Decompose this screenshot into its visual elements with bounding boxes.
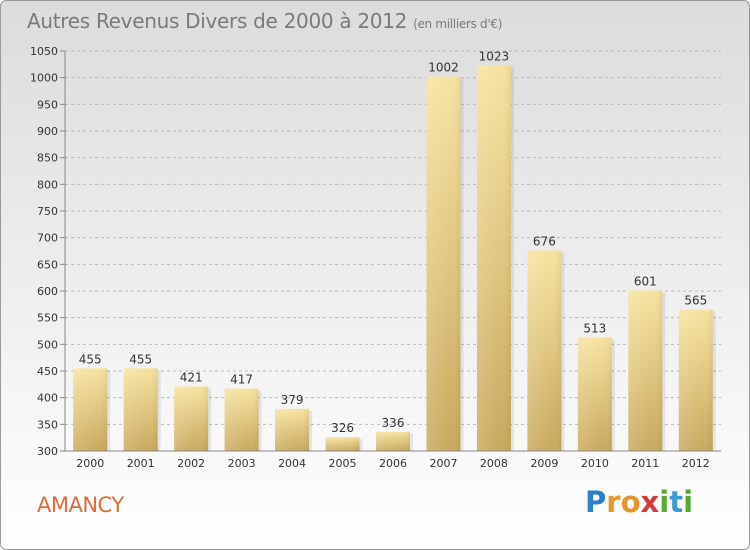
bars bbox=[73, 65, 716, 452]
logo-letter: i bbox=[683, 485, 694, 519]
chart-title-text: Autres Revenus Divers de 2000 à 2012 bbox=[27, 9, 408, 33]
bar-highlight bbox=[527, 250, 562, 451]
data-label: 455 bbox=[79, 352, 102, 366]
bar bbox=[628, 290, 666, 451]
bar-highlight bbox=[73, 368, 108, 451]
bar bbox=[174, 386, 212, 451]
bar-highlight bbox=[426, 76, 461, 451]
x-axis-ticks: 2000 2001 2002 2003 2004 2005 2006 2007 2008 2009… bbox=[65, 450, 721, 470]
bar bbox=[224, 388, 262, 451]
data-label: 326 bbox=[331, 421, 354, 435]
bar bbox=[73, 368, 111, 451]
y-tick-label: 900 bbox=[37, 125, 58, 138]
chart-title: Autres Revenus Divers de 2000 à 2012 (en … bbox=[27, 9, 502, 33]
data-label: 601 bbox=[634, 274, 657, 288]
x-tick-label: 2009 bbox=[530, 457, 558, 470]
proxiti-logo: Proxiti bbox=[585, 485, 693, 519]
bar bbox=[577, 337, 615, 451]
x-tick-label: 2002 bbox=[177, 457, 205, 470]
y-tick-label: 500 bbox=[37, 338, 58, 351]
bar-highlight bbox=[577, 337, 612, 451]
y-tick-label: 1000 bbox=[30, 72, 58, 85]
bar-highlight bbox=[325, 437, 360, 451]
logo-letter: x bbox=[640, 485, 660, 519]
y-tick-label: 700 bbox=[37, 232, 58, 245]
y-tick-label: 1050 bbox=[30, 45, 58, 58]
bar bbox=[678, 309, 716, 451]
y-tick-label: 550 bbox=[37, 312, 58, 325]
y-tick-label: 400 bbox=[37, 392, 58, 405]
y-axis-ticks: 300 350 400 450 500 550 600 650 700 750 800 850 900 9… bbox=[30, 45, 66, 458]
x-tick-label: 2011 bbox=[631, 457, 659, 470]
logo-letter: r bbox=[606, 485, 621, 519]
x-tick-label: 2012 bbox=[682, 457, 710, 470]
bar bbox=[123, 368, 161, 451]
x-tick-label: 2008 bbox=[480, 457, 508, 470]
bar-highlight bbox=[123, 368, 158, 451]
data-label: 513 bbox=[583, 321, 606, 335]
y-tick-label: 300 bbox=[37, 445, 58, 458]
x-tick-label: 2000 bbox=[76, 457, 104, 470]
data-label: 676 bbox=[533, 234, 556, 248]
x-tick-label: 2004 bbox=[278, 457, 306, 470]
y-tick-label: 800 bbox=[37, 178, 58, 191]
bar-highlight bbox=[224, 388, 259, 451]
y-tick-label: 450 bbox=[37, 365, 58, 378]
x-tick-label: 2010 bbox=[581, 457, 609, 470]
x-tick-label: 2006 bbox=[379, 457, 407, 470]
y-tick-label: 650 bbox=[37, 258, 58, 271]
bar bbox=[476, 65, 514, 452]
data-labels: 455 455 421 417 379 326 336 1002 1023 676 513 601 56… bbox=[79, 49, 707, 435]
data-label: 336 bbox=[382, 416, 405, 430]
bar bbox=[527, 250, 565, 451]
bar bbox=[275, 408, 313, 451]
unit-note: (en milliers d'€) bbox=[413, 17, 503, 31]
data-label: 565 bbox=[684, 294, 707, 308]
y-tick-label: 850 bbox=[37, 152, 58, 165]
x-tick-label: 2005 bbox=[329, 457, 357, 470]
data-label: 455 bbox=[129, 352, 152, 366]
y-tick-label: 750 bbox=[37, 205, 58, 218]
commune-name: AMANCY bbox=[37, 493, 124, 517]
x-tick-label: 2003 bbox=[228, 457, 256, 470]
data-label: 1002 bbox=[428, 61, 459, 75]
grid-lines bbox=[65, 50, 721, 452]
bar-highlight bbox=[174, 386, 209, 451]
x-tick-label: 2001 bbox=[127, 457, 155, 470]
bar-highlight bbox=[376, 431, 410, 451]
bar-highlight bbox=[476, 65, 511, 452]
data-label: 1023 bbox=[479, 49, 510, 63]
y-tick-label: 950 bbox=[37, 98, 58, 111]
bar bbox=[325, 437, 363, 451]
data-label: 417 bbox=[230, 373, 253, 387]
data-label: 421 bbox=[180, 370, 203, 384]
bar-highlight bbox=[275, 408, 310, 451]
data-label: 379 bbox=[281, 393, 304, 407]
bar bbox=[426, 76, 464, 451]
bar bbox=[376, 431, 413, 451]
x-tick-label: 2007 bbox=[429, 457, 457, 470]
y-tick-label: 350 bbox=[37, 418, 58, 431]
logo-letter: P bbox=[585, 485, 607, 519]
logo-letter: o bbox=[620, 485, 641, 519]
logo-letter: t bbox=[669, 485, 684, 519]
bar-highlight bbox=[678, 309, 713, 451]
logo-letter: i bbox=[659, 485, 670, 519]
y-tick-label: 600 bbox=[37, 285, 58, 298]
bar-highlight bbox=[628, 290, 663, 451]
